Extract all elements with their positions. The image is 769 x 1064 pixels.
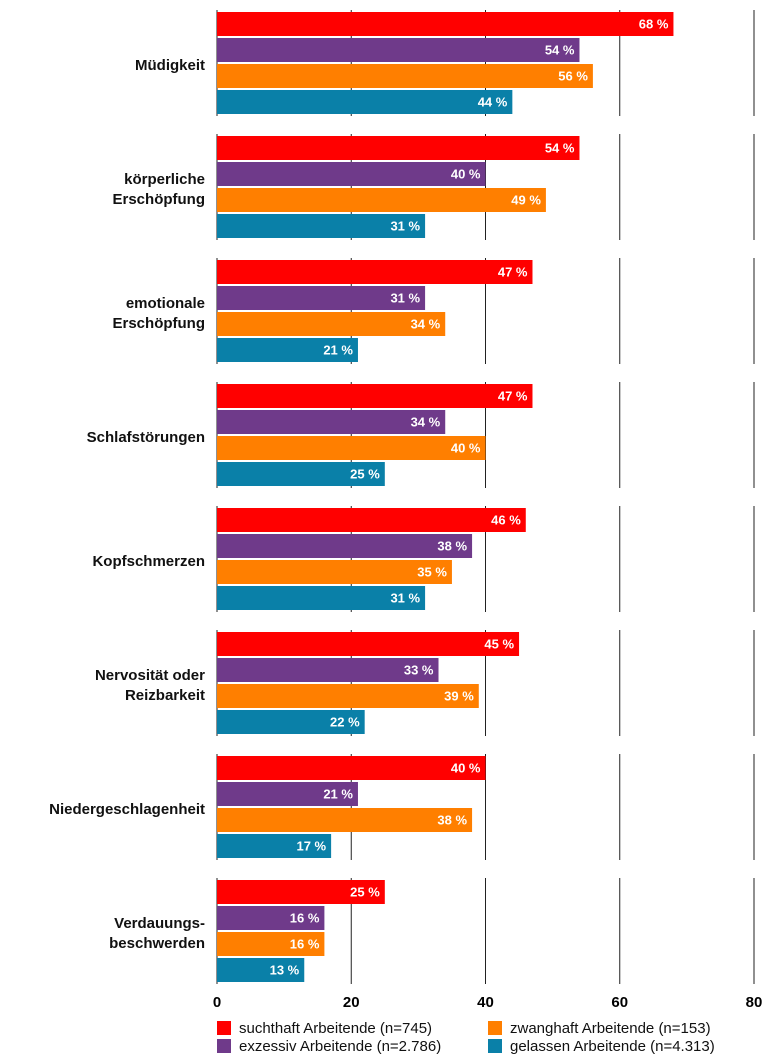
value-label: 21 % [323, 342, 353, 357]
value-label: 40 % [451, 760, 481, 775]
value-label: 31 % [390, 290, 420, 305]
category-label: körperliche Erschöpfung [113, 171, 206, 208]
category-label-line: Erschöpfung [113, 315, 206, 332]
category-label: emotionale Erschöpfung [113, 295, 206, 332]
value-label: 16 % [290, 910, 320, 925]
bar [217, 312, 446, 336]
bar [217, 534, 473, 558]
legend-label: suchthaft Arbeitende (n=745) [239, 1020, 432, 1037]
category-label: Müdigkeit [135, 57, 205, 74]
category-label: Verdauungs-beschwerden [109, 915, 205, 952]
value-label: 38 % [437, 812, 467, 827]
bar [217, 384, 533, 408]
value-label: 39 % [444, 688, 474, 703]
value-label: 34 % [411, 414, 441, 429]
bar [217, 906, 325, 930]
bar [217, 90, 513, 114]
category-label-line: emotionale [126, 295, 205, 312]
value-label: 25 % [350, 466, 380, 481]
value-label: 47 % [498, 388, 528, 403]
bar [217, 710, 365, 734]
x-tick-label: 0 [213, 994, 221, 1011]
bar [217, 286, 426, 310]
value-label: 49 % [511, 192, 541, 207]
bar [217, 136, 580, 160]
value-label: 25 % [350, 884, 380, 899]
category-label: Schlafstörungen [87, 429, 205, 446]
value-label: 34 % [411, 316, 441, 331]
category-label: Niedergeschlagenheit [49, 801, 205, 818]
category-label-line: beschwerden [109, 935, 205, 952]
bar [217, 808, 473, 832]
x-tick-label: 80 [746, 994, 763, 1011]
category-label-line: Verdauungs- [114, 915, 205, 932]
x-tick-label: 60 [611, 994, 628, 1011]
bar [217, 834, 332, 858]
value-label: 40 % [451, 166, 481, 181]
category-label-line: Kopfschmerzen [92, 553, 205, 570]
category-label-line: körperliche [124, 171, 205, 188]
value-label: 16 % [290, 936, 320, 951]
legend-swatch [488, 1021, 502, 1035]
value-label: 33 % [404, 662, 434, 677]
value-label: 22 % [330, 714, 360, 729]
bar [217, 586, 426, 610]
value-label: 35 % [417, 564, 447, 579]
x-tick-label: 20 [343, 994, 360, 1011]
value-label: 56 % [558, 68, 588, 83]
bar [217, 64, 593, 88]
legend-swatch [217, 1039, 231, 1053]
legend-swatch [488, 1039, 502, 1053]
category-label-line: Niedergeschlagenheit [49, 801, 205, 818]
bar [217, 162, 486, 186]
category-label-line: Erschöpfung [113, 191, 206, 208]
bar [217, 932, 325, 956]
value-label: 40 % [451, 440, 481, 455]
bar [217, 338, 358, 362]
legend-label: zwanghaft Arbeitende (n=153) [510, 1020, 711, 1037]
category-label-line: Nervosität oder [95, 667, 205, 684]
legend-label: gelassen Arbeitende (n=4.313) [510, 1038, 715, 1055]
value-label: 13 % [270, 962, 300, 977]
bar [217, 756, 486, 780]
bar [217, 188, 546, 212]
category-label-line: Müdigkeit [135, 57, 205, 74]
bar [217, 658, 439, 682]
bar [217, 560, 452, 584]
bar [217, 410, 446, 434]
bar [217, 958, 305, 982]
category-label-line: Schlafstörungen [87, 429, 205, 446]
value-label: 38 % [437, 538, 467, 553]
bar [217, 260, 533, 284]
bar [217, 462, 385, 486]
legend-label: exzessiv Arbeitende (n=2.786) [239, 1038, 441, 1055]
bar [217, 684, 479, 708]
bar [217, 12, 674, 36]
value-label: 45 % [484, 636, 514, 651]
bar [217, 880, 385, 904]
bar [217, 632, 520, 656]
bar [217, 508, 526, 532]
value-label: 54 % [545, 140, 575, 155]
value-label: 17 % [296, 838, 326, 853]
value-label: 46 % [491, 512, 521, 527]
bar [217, 38, 580, 62]
category-label: Nervosität oder Reizbarkeit [95, 667, 205, 704]
legend-swatch [217, 1021, 231, 1035]
value-label: 68 % [639, 16, 669, 31]
value-label: 47 % [498, 264, 528, 279]
value-label: 21 % [323, 786, 353, 801]
x-tick-label: 40 [477, 994, 494, 1011]
value-label: 54 % [545, 42, 575, 57]
category-label-line: Reizbarkeit [125, 687, 205, 704]
category-label: Kopfschmerzen [92, 553, 205, 570]
value-label: 31 % [390, 590, 420, 605]
bar [217, 782, 358, 806]
bar [217, 214, 426, 238]
value-label: 31 % [390, 218, 420, 233]
bar [217, 436, 486, 460]
value-label: 44 % [478, 94, 508, 109]
